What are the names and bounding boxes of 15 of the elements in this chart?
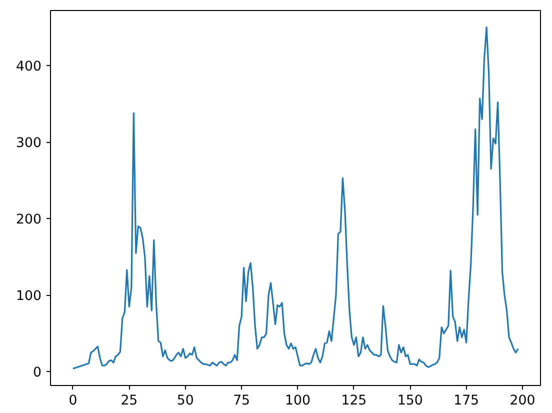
x-tick-label: 150: [397, 394, 423, 408]
y-tick-label: 100: [16, 289, 42, 304]
y-tick-label: 300: [16, 136, 42, 152]
x-tick-label: 0: [68, 394, 78, 408]
line-series: [72, 26, 519, 370]
x-tick-label: 125: [341, 394, 367, 408]
x-tick-label: 25: [120, 394, 138, 408]
y-tick-label: 0: [33, 366, 42, 381]
x-tick-label: 75: [233, 394, 250, 408]
x-tick-label: 175: [454, 394, 480, 408]
x-tick-label: 50: [176, 394, 194, 408]
y-tick-label: 400: [16, 60, 42, 75]
x-tick-label: 200: [510, 394, 536, 408]
x-tick-label: 100: [285, 394, 310, 408]
y-tick-label: 200: [16, 212, 42, 228]
